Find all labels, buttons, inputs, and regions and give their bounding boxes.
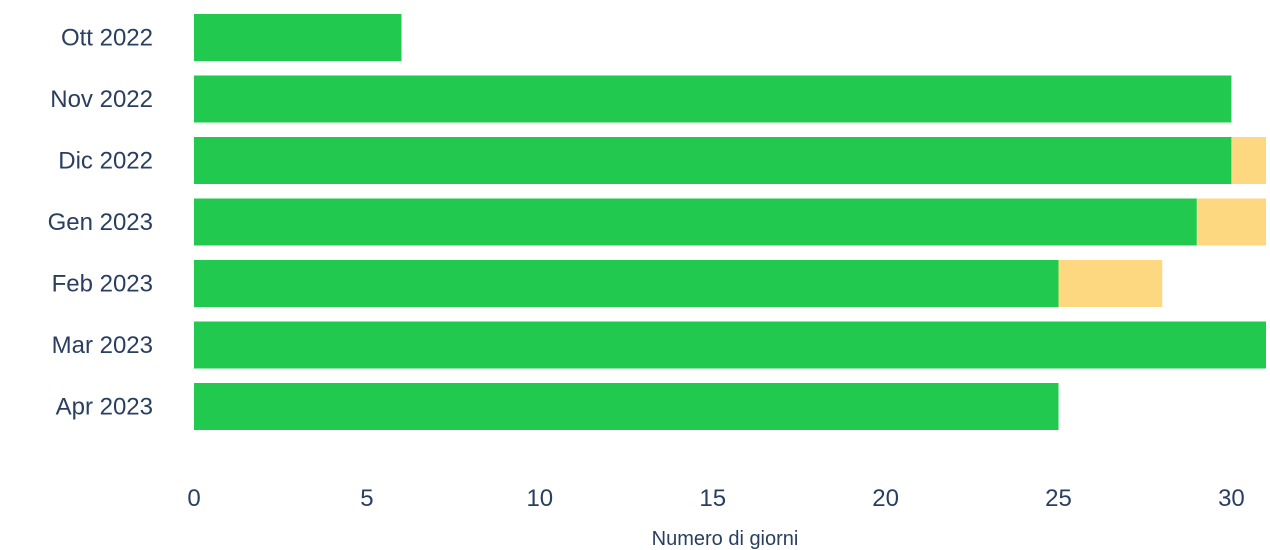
bar-series1-apr-2023 (194, 383, 1059, 430)
category-label: Mar 2023 (52, 332, 153, 359)
x-tick-labels: 0 5 10 15 20 25 30 (187, 485, 1244, 512)
x-tick-label: 20 (872, 485, 899, 512)
category-label: Apr 2023 (56, 394, 153, 421)
category-label: Gen 2023 (48, 209, 153, 236)
x-tick-label: 30 (1218, 485, 1245, 512)
category-labels: Ott 2022 Nov 2022 Dic 2022 Gen 2023 Feb 2023… (48, 25, 153, 421)
bar-series1-ott-2022 (194, 14, 402, 61)
category-label: Dic 2022 (58, 148, 153, 175)
bar-series1-nov-2022 (194, 75, 1232, 123)
x-tick-label: 10 (526, 485, 553, 512)
x-axis-title: Numero di giorni (652, 528, 799, 550)
bar-series1-dic-2022 (194, 137, 1232, 184)
category-label: Feb 2023 (52, 271, 153, 298)
x-tick-label: 5 (360, 485, 373, 512)
bar-series2-dic-2022 (1231, 137, 1266, 184)
bar-series1-gen-2023 (194, 198, 1197, 246)
x-tick-label: 0 (187, 485, 200, 512)
category-label: Nov 2022 (50, 86, 153, 113)
category-label: Ott 2022 (61, 25, 153, 52)
bars-group (194, 14, 1266, 430)
bar-series1-mar-2023 (194, 321, 1266, 369)
bar-series2-feb-2023 (1058, 260, 1163, 307)
x-tick-label: 15 (699, 485, 726, 512)
bar-series2-gen-2023 (1196, 198, 1266, 246)
bar-series1-feb-2023 (194, 260, 1059, 307)
x-tick-label: 25 (1045, 485, 1072, 512)
